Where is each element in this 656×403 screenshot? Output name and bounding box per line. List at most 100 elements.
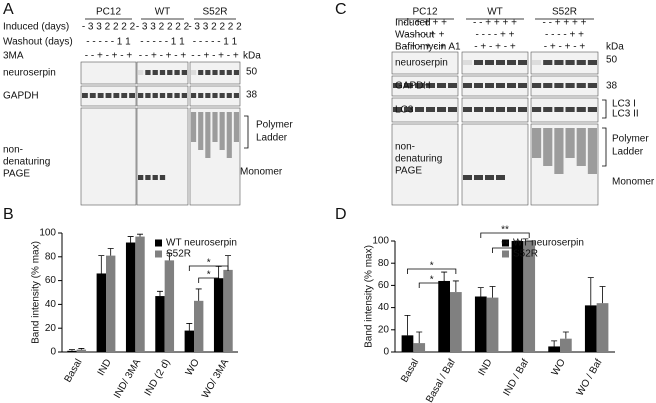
blot-band [159,70,166,75]
y-tick-label: 80 [45,251,57,262]
blot-band [518,107,527,112]
blot-band [426,107,435,112]
x-tick-label: WO / Baf [575,357,605,398]
significance-label: * [207,258,211,269]
x-tick-label: IND (2 d) [143,357,173,398]
blot-band [181,70,187,75]
y-tick-label: 60 [378,280,390,291]
strip-label: denaturing [395,154,442,165]
bar [450,292,462,352]
blot-band [181,93,187,98]
blot-smear [226,112,232,158]
blot-band [159,93,166,98]
group-header: S52R [202,7,227,18]
x-tick-label: Basal [63,357,85,384]
blot-smear [554,128,564,174]
blot-band [415,83,424,88]
error-bar [599,286,606,304]
y-tick-label: 0 [50,347,56,358]
blot-band [226,93,232,98]
y-tick-label: 0 [383,347,389,358]
marker-label: 50 [246,67,258,78]
unit-label: kDa [606,42,624,53]
blot-smear [212,112,218,142]
blot-band [393,107,402,112]
legend-label: S52R [513,249,538,260]
blot-band [174,93,180,98]
blot-band [233,70,239,75]
blot-band [463,175,472,180]
y-axis-label: Band intensity (% max) [31,241,42,344]
blot-smear [543,128,553,166]
error-bar [68,349,75,351]
bracket [602,99,607,119]
blot-band [97,93,104,98]
panel-label: D [335,206,347,223]
blot-smear [233,112,239,142]
blot-smear [219,112,225,150]
blot-band [105,93,112,98]
blot-band [474,175,483,180]
group-header: S52R [552,7,577,18]
bar [560,338,572,352]
strip-label: non- [395,142,415,153]
error-bar [137,233,144,237]
strip-label: GAPDH [395,81,431,92]
strip-label: LC3 [395,105,414,116]
significance-bracket [492,247,518,253]
blot-strip [530,97,599,123]
blot-band [113,93,120,98]
error-bar [562,331,569,339]
bar [596,303,609,352]
y-tick-label: 20 [378,324,390,335]
panel-label: A [3,1,14,18]
blot-strip [461,75,529,97]
y-tick-label: 80 [378,258,390,269]
error-bar [78,348,85,350]
x-tick-label: WO [184,357,202,378]
blot-band [426,83,435,88]
blot-band [145,93,151,98]
significance-label: ** [501,225,509,236]
bar [76,349,87,352]
y-axis-label: Band intensity (% max) [364,245,375,348]
error-bar [416,331,423,344]
blot-strip [189,107,241,206]
marker-label: Monomer [612,177,655,188]
condition-label: Washout (days) [3,37,73,48]
blot-strip [391,97,459,123]
blot-band [437,107,446,112]
x-tick-label: IND/ 3MA [112,357,143,400]
strip-label: PAGE [3,169,30,180]
blot-band [587,107,597,112]
group-header: PC12 [412,7,437,18]
marker-label: LC3 I [612,99,636,110]
significance-label: * [430,275,434,286]
error-bar [156,290,163,297]
blot-strip [136,107,189,206]
bar [135,236,145,352]
blot-strip [391,75,459,97]
blot-band [474,107,483,112]
blot-band [485,107,494,112]
strip-label: neuroserpin [395,58,448,69]
bar [523,241,536,352]
blot-band [532,60,542,65]
x-tick-label: IND / Baf [501,357,531,398]
bar [194,300,204,352]
blot-band [576,107,586,112]
y-tick-label: 40 [378,302,390,313]
blot-strip [530,51,599,75]
blot-band [404,83,413,88]
error-bar [186,323,193,331]
marker-label: 38 [606,81,618,92]
bar [155,296,165,352]
condition-label: Bafilomycin A1 [395,42,461,53]
group-header: WT [487,7,503,18]
marker-label: Ladder [256,133,288,144]
lane-labels: - + - + - + [404,42,446,53]
blot-smear [205,112,211,158]
error-bar [127,236,134,243]
legend-swatch [502,250,509,258]
blot-band [565,83,575,88]
